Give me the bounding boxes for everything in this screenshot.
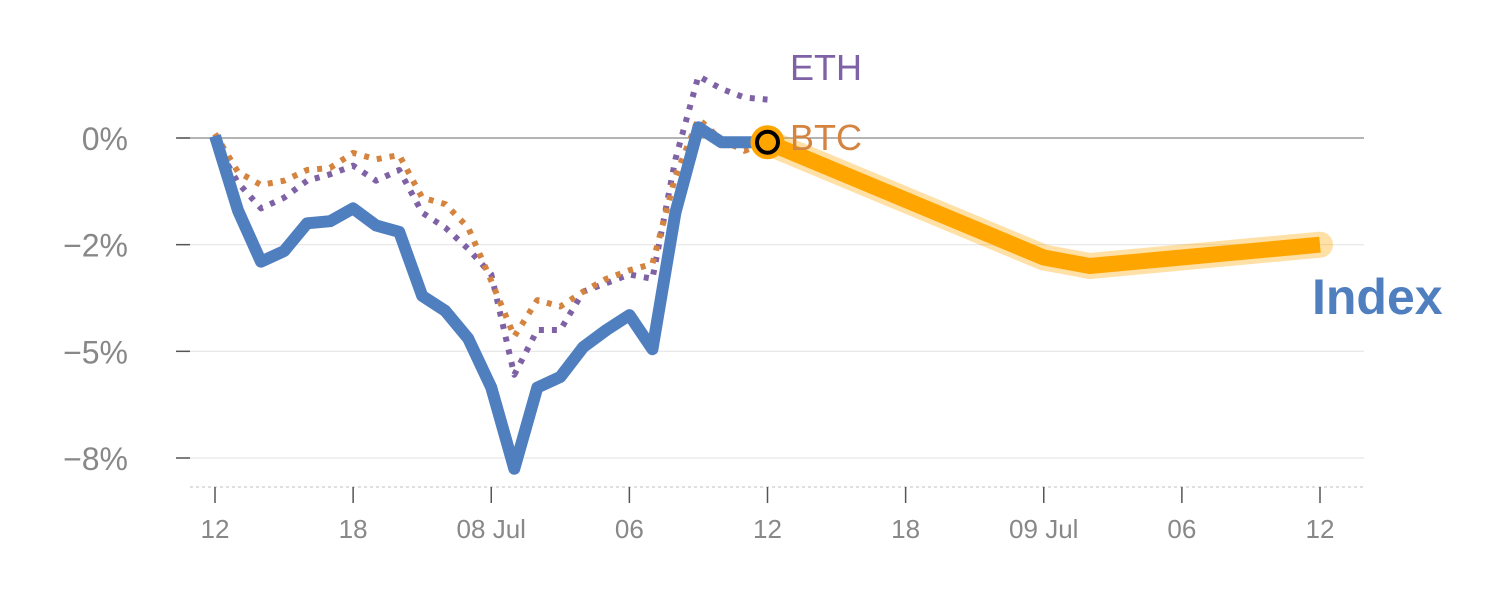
x-tick-label: 09 Jul [1009,514,1078,544]
current-point-marker [750,125,785,160]
btc-line [212,115,769,340]
y-tick-label: −2% [63,228,128,264]
eth-series-label: ETH [790,47,862,88]
x-tick-label: 18 [339,514,368,544]
x-tick-label: 18 [891,514,920,544]
x-tick-label: 06 [615,514,644,544]
x-tick-label: 08 Jul [457,514,526,544]
labels: ETH BTC Index [790,47,1443,325]
x-tick-label: 12 [753,514,782,544]
x-tick-label: 12 [1306,514,1335,544]
btc-series-label: BTC [790,117,862,158]
y-tick-label: 0% [82,121,128,157]
current-point-dot [755,129,780,155]
index-series-label: Index [1312,269,1443,325]
y-tick-label: −5% [63,334,128,370]
index-line [209,121,768,475]
grid-lines [178,137,1364,459]
x-tick-label: 06 [1167,514,1196,544]
axes: 0% −2% −5% −8% 12 18 08 Jul 06 12 18 09 Jul 06 12 [63,121,1366,544]
x-tick-label: 12 [201,514,230,544]
forecast-line [764,134,1321,274]
series-lines [209,73,1333,475]
eth-line [212,73,768,378]
y-tick-label: −8% [63,441,128,477]
